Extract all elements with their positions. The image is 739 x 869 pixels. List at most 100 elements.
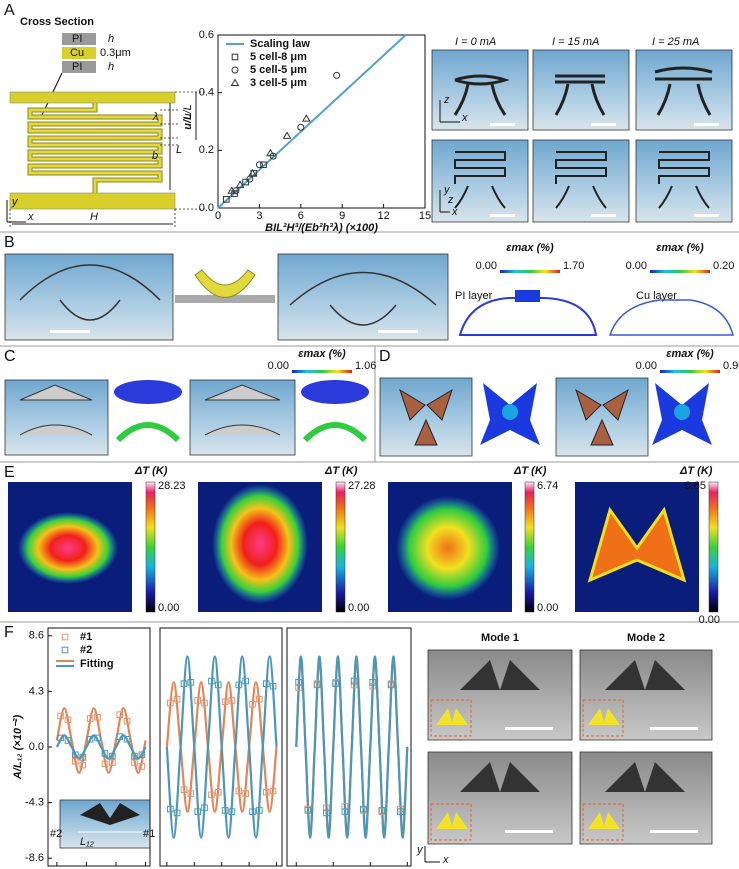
point [256,695,263,703]
point [86,715,94,722]
dim-label: u/L [182,104,194,119]
dim-label: λ [152,111,158,123]
photo [431,49,529,131]
fea [515,290,540,302]
fit-line [55,707,147,774]
x-tick-label: 4 [273,868,279,869]
dim-label: h [108,61,114,73]
colorbar-tick: 6.65 [685,480,706,492]
pad [9,91,176,104]
point [64,737,72,744]
point [242,790,249,797]
y-axis-label: A/L₁₂ (×10⁻²) [12,715,24,781]
x-tick-label: 3 [404,868,410,869]
point [221,698,229,706]
hotspot [396,496,500,600]
photo-row: z x y z x [431,49,733,223]
point [350,681,358,689]
colorbar [292,370,352,373]
fit-line [295,655,409,839]
colorbar-tick: 0.00 [537,602,558,614]
plot-frame [286,627,412,867]
device [605,660,685,690]
point [230,78,240,86]
y-tick-label: 0.0 [199,202,214,214]
legend-label: #1 [80,631,92,643]
device [554,74,606,116]
layer-label: Cu [70,47,84,59]
x-tick-label: 60 [139,868,151,869]
pad [9,192,176,210]
axis-name: y [443,184,451,196]
colorbar-tick: 0.00 [348,602,369,614]
point [235,681,243,689]
point [101,760,109,768]
panel-letter: D [379,348,391,365]
colorbar-title: εmax (%) [298,348,346,360]
point [201,699,208,707]
point [397,808,404,815]
x-tick-label: 6 [298,210,304,222]
legend-label: #2 [80,644,92,656]
device [654,66,713,116]
point [94,713,101,721]
x-tick-label: 0 [293,868,299,869]
colorbars [145,481,719,613]
point [86,735,94,743]
photo [427,649,573,741]
photo [532,49,630,131]
colorbar [500,270,560,273]
point [138,751,146,759]
mode-title: Mode 2 [627,632,665,644]
x-tick-label: 0 [54,868,60,869]
colorbar-tick: 0.00 [626,260,647,272]
point [304,807,312,814]
y-axis-label: u/L [182,113,194,130]
point [138,763,146,770]
cross-section-title: Cross Section [20,16,94,28]
axis-name: z [447,194,454,206]
scale-bars [490,123,719,217]
device [460,660,540,690]
y-tick-label: -4.3 [25,797,44,809]
x-tick-label: 1 [191,868,197,869]
legend-label: 3 cell-5 μm [250,77,307,89]
point [262,788,270,796]
plot-frame [217,34,426,209]
point [116,733,123,740]
y-tick-label: 0.2 [199,144,214,156]
photo [431,139,529,223]
point [194,808,201,815]
axis-name: y [11,196,19,208]
point [235,180,245,188]
point [248,168,257,177]
colorbar-tick: 27.28 [348,480,376,492]
point [201,804,208,812]
device [575,388,629,446]
layer-label: PI [72,33,82,45]
colorbar-tick: 0.00 [158,602,179,614]
point [173,809,181,817]
dim-label: b [152,150,158,162]
axis-name: z [443,94,450,106]
photo [635,49,733,131]
current-label: I = 15 mA [552,36,599,48]
x-tick-label: 3 [246,868,252,869]
render [302,422,368,443]
photo [4,253,174,341]
device [399,388,453,446]
axis-name: x [442,854,449,866]
colorbar-title: ΔT (K) [324,465,358,477]
render [115,422,181,443]
point [180,680,188,687]
point [255,161,263,169]
layer-title: PI layer [455,290,493,302]
point [187,790,195,797]
y-tick-label: 0.0 [29,741,44,753]
device [19,384,93,436]
photo [579,649,713,741]
legend-label: 5 cell-8 μm [250,51,307,63]
point [214,788,222,796]
point [57,712,64,720]
y-tick-label: 0.6 [199,29,214,41]
